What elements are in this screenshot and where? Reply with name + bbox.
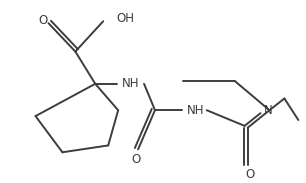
Text: O: O — [39, 14, 48, 27]
Text: O: O — [132, 153, 141, 166]
Text: OH: OH — [116, 12, 134, 25]
Text: NH: NH — [187, 104, 204, 117]
Text: NH: NH — [122, 77, 140, 90]
Text: O: O — [245, 168, 254, 181]
Text: N: N — [263, 104, 272, 117]
